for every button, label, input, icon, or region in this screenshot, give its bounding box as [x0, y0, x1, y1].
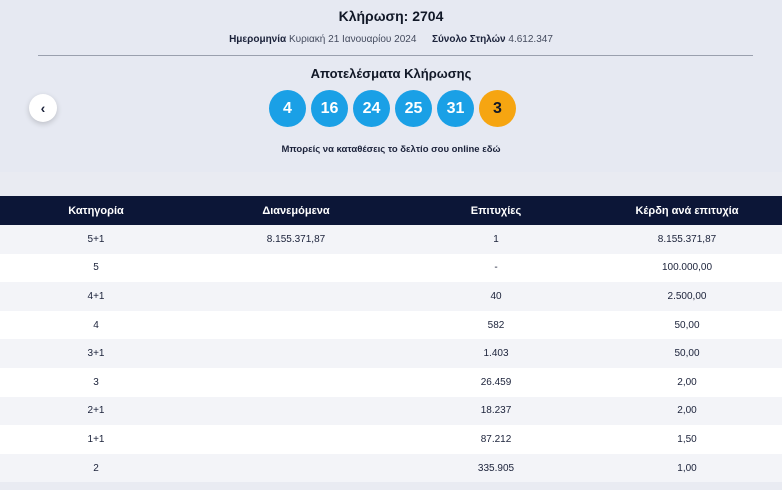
header-category: Κατηγορία — [68, 204, 124, 217]
table-header: Κατηγορία Διανεμόμενα Επιτυχίες Κέρδη αν… — [0, 196, 782, 225]
cell-category: 5 — [93, 262, 99, 274]
cell-category: 5+1 — [87, 233, 105, 245]
cell-winners: 1 — [493, 233, 499, 245]
number-ball: 16 — [311, 90, 348, 127]
cell-category: 4+1 — [87, 290, 105, 302]
cell-category: 4 — [93, 319, 99, 331]
table-row: 3+1 1.403 50,00 — [0, 339, 782, 368]
cell-category: 2 — [93, 462, 99, 474]
cell-distributed: 8.155.371,87 — [266, 233, 326, 245]
header-distributed: Διανεμόμενα — [262, 204, 330, 217]
cell-winners: 18.237 — [480, 405, 512, 417]
chevron-left-icon: ‹ — [40, 100, 46, 116]
cell-prize: 2,00 — [677, 376, 697, 388]
cell-prize: 1,50 — [677, 433, 697, 445]
table-row: 5+1 8.155.371,87 1 8.155.371,87 — [0, 225, 782, 254]
cell-prize: 2,00 — [677, 405, 697, 417]
previous-draw-button[interactable]: ‹ — [29, 94, 57, 122]
header-winners: Επιτυχίες — [470, 204, 522, 217]
cell-winners: 582 — [487, 319, 505, 331]
date-label: Ημερομηνία — [229, 34, 287, 45]
cell-prize: 1,00 — [677, 462, 697, 474]
cell-winners: - — [494, 262, 498, 274]
table-row: 4 582 50,00 — [0, 310, 782, 340]
cell-category: 3+1 — [87, 348, 105, 360]
table-row: 2 335.905 1,00 — [0, 453, 782, 483]
cell-category: 3 — [93, 376, 99, 388]
number-ball: 24 — [353, 90, 390, 127]
cell-winners: 1.403 — [483, 348, 509, 360]
cell-winners: 87.212 — [480, 433, 512, 445]
draw-header-panel: Κλήρωση: 2704 Ημερομηνία Κυριακή 21 Ιανο… — [0, 0, 782, 172]
cell-category: 1+1 — [87, 433, 105, 445]
cell-winners: 40 — [490, 290, 502, 302]
cell-prize: 8.155.371,87 — [657, 233, 717, 245]
table-row: 2+1 18.237 2,00 — [0, 396, 782, 426]
online-play-link[interactable]: Μπορείς να καταθέσεις το δελτίο σου onli… — [281, 144, 501, 155]
cell-winners: 335.905 — [477, 462, 515, 474]
cell-prize: 50,00 — [674, 348, 700, 360]
columns-value: 4.612.347 — [508, 34, 553, 45]
cell-prize: 100.000,00 — [661, 262, 713, 274]
columns-label: Σύνολο Στηλών — [431, 34, 506, 45]
table-row: 1+1 87.212 1,50 — [0, 425, 782, 454]
draw-title: Κλήρωση: 2704 — [338, 8, 444, 24]
header-prize-per-winner: Κέρδη ανά επιτυχία — [635, 204, 739, 217]
number-ball: 25 — [395, 90, 432, 127]
table-row: 3 26.459 2,00 — [0, 367, 782, 397]
bonus-ball: 3 — [479, 90, 516, 127]
table-row: 5 - 100.000,00 — [0, 253, 782, 283]
prize-table: Κατηγορία Διανεμόμενα Επιτυχίες Κέρδη αν… — [0, 196, 782, 483]
winning-numbers: 4 16 24 25 31 3 — [269, 90, 516, 127]
cell-winners: 26.459 — [480, 376, 512, 388]
cell-prize: 50,00 — [674, 319, 700, 331]
cell-prize: 2.500,00 — [667, 290, 707, 302]
table-body: 5+1 8.155.371,87 1 8.155.371,87 5 - 100.… — [0, 225, 782, 483]
number-ball: 4 — [269, 90, 306, 127]
draw-meta: Ημερομηνία Κυριακή 21 Ιανουαρίου 2024 Σύ… — [0, 34, 782, 45]
date-value: Κυριακή 21 Ιανουαρίου 2024 — [288, 34, 417, 45]
results-title: Αποτελέσματα Κλήρωσης — [310, 66, 472, 81]
table-row: 4+1 40 2.500,00 — [0, 282, 782, 311]
number-ball: 31 — [437, 90, 474, 127]
cell-category: 2+1 — [87, 405, 105, 417]
divider — [38, 55, 753, 56]
